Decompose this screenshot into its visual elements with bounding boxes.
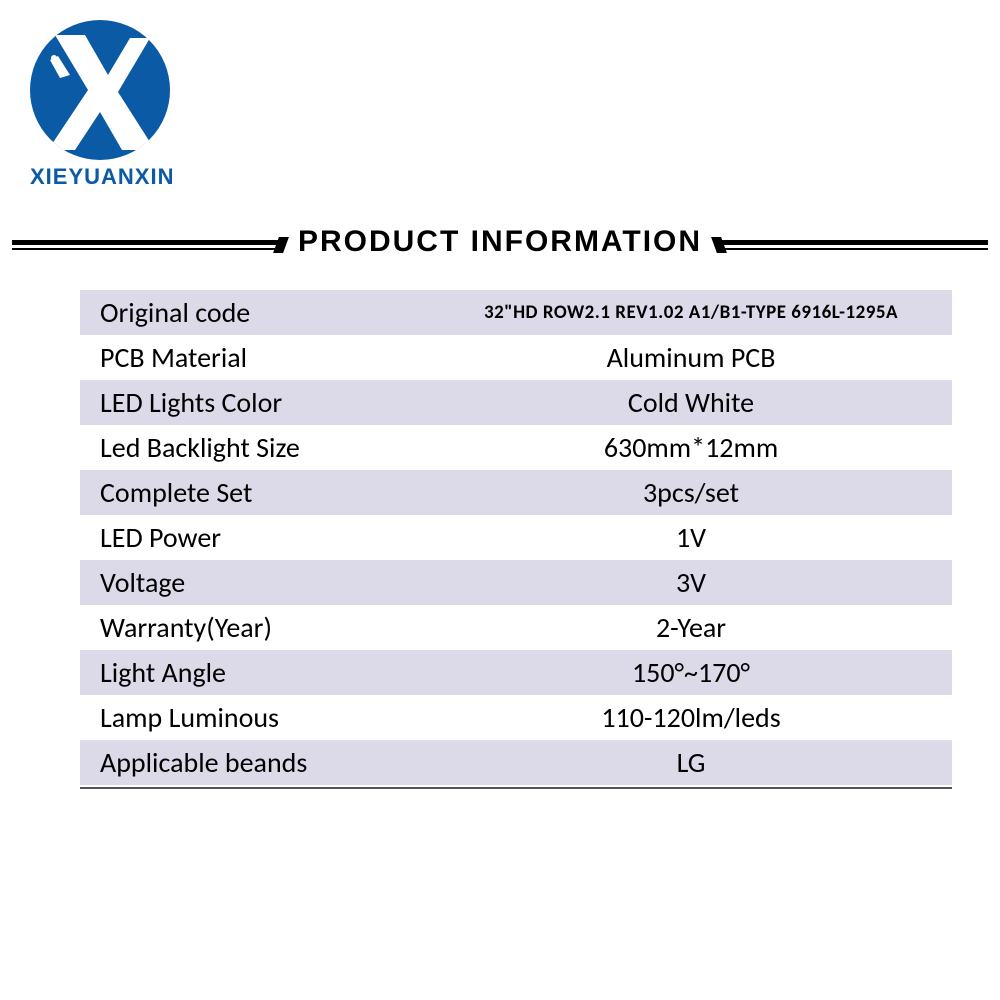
spec-label: LED Lights Color [80,385,430,420]
spec-label: Light Angle [80,655,430,690]
brand-logo-icon [30,20,170,160]
logo-x-icon [30,20,170,160]
brand-name: XIEYUANXIN [30,164,174,190]
spec-value: 32"HD ROW2.1 REV1.02 A1/B1-TYPE 6916L-12… [430,301,952,324]
spec-label: Voltage [80,565,430,600]
spec-value: 630mm*12mm [430,430,952,465]
table-row: Warranty(Year)2-Year [80,605,952,650]
section-heading: PRODUCT INFORMATION [0,225,1000,259]
spec-value: 2-Year [430,610,952,645]
table-row: Complete Set3pcs/set [80,470,952,515]
table-row: LED Lights ColorCold White [80,380,952,425]
spec-label: LED Power [80,520,430,555]
spec-value: 1V [430,520,952,555]
table-row: Led Backlight Size630mm*12mm [80,425,952,470]
table-row: Original code32"HD ROW2.1 REV1.02 A1/B1-… [80,290,952,335]
heading-rule-right [716,240,988,245]
table-bottom-rule [80,787,952,789]
spec-value: Cold White [430,385,952,420]
table-row: Light Angle150°~170° [80,650,952,695]
table-row: PCB MaterialAluminum PCB [80,335,952,380]
heading-rule-left [12,240,284,245]
spec-table: Original code32"HD ROW2.1 REV1.02 A1/B1-… [80,290,952,789]
heading-title: PRODUCT INFORMATION [284,225,716,259]
spec-label: Led Backlight Size [80,430,430,465]
spec-label: Original code [80,295,430,330]
table-row: LED Power1V [80,515,952,560]
spec-label: Applicable beands [80,745,430,780]
table-row: Lamp Luminous110-120lm/leds [80,695,952,740]
spec-label: Complete Set [80,475,430,510]
spec-value: 3V [430,565,952,600]
table-row: Applicable beandsLG [80,740,952,785]
spec-label: PCB Material [80,340,430,375]
brand-logo-block: XIEYUANXIN [30,20,174,190]
spec-value: LG [430,745,952,780]
spec-value: Aluminum PCB [430,340,952,375]
spec-value: 110-120lm/leds [430,700,952,735]
spec-label: Warranty(Year) [80,610,430,645]
spec-value: 150°~170° [430,655,952,690]
spec-value: 3pcs/set [430,475,952,510]
spec-label: Lamp Luminous [80,700,430,735]
table-row: Voltage3V [80,560,952,605]
